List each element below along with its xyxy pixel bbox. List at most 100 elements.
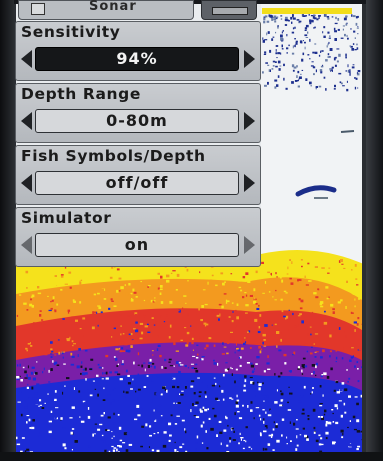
echo-speck: [283, 315, 286, 318]
clutter-speck: [326, 16, 330, 18]
clutter-speck: [268, 69, 270, 72]
arrow-right-icon[interactable]: [244, 112, 255, 130]
echo-speck: [262, 333, 266, 337]
arrow-right-icon[interactable]: [244, 174, 255, 192]
menu-item-fish-symbols-depth[interactable]: Fish Symbols/Depth off/off: [15, 145, 261, 205]
echo-speck: [61, 351, 64, 355]
fish-symbols-depth-value-box[interactable]: off/off: [35, 171, 239, 195]
echo-speck: [207, 425, 211, 428]
clutter-speck: [353, 30, 356, 33]
tab-sonar[interactable]: Sonar: [18, 0, 194, 20]
echo-speck: [205, 344, 209, 348]
echo-speck: [137, 364, 140, 366]
menu-item-sensitivity[interactable]: Sensitivity 94%: [15, 21, 261, 81]
echo-speck: [70, 352, 73, 356]
echo-speck: [118, 347, 121, 350]
clutter-speck: [300, 73, 302, 75]
clutter-speck: [276, 16, 279, 18]
echo-speck: [195, 363, 198, 366]
echo-speck: [107, 429, 110, 431]
echo-speck: [141, 274, 146, 277]
echo-speck: [88, 269, 90, 273]
clutter-speck: [272, 36, 275, 38]
echo-speck: [117, 376, 119, 378]
echo-speck: [50, 301, 52, 303]
echo-speck: [119, 378, 123, 381]
echo-speck: [94, 388, 97, 390]
echo-speck: [151, 350, 154, 352]
echo-speck: [60, 274, 64, 276]
echo-speck: [225, 301, 228, 304]
clutter-speck: [314, 26, 316, 29]
echo-speck: [100, 311, 103, 314]
echo-speck: [144, 325, 148, 328]
echo-speck: [353, 299, 357, 303]
echo-speck: [276, 263, 280, 266]
echo-speck: [69, 286, 72, 289]
echo-speck: [148, 446, 150, 448]
echo-speck: [299, 434, 302, 436]
menu-item-depth-range[interactable]: Depth Range 0-80m: [15, 83, 261, 143]
sensitivity-value-box[interactable]: 94%: [35, 47, 239, 71]
echo-speck: [289, 263, 292, 267]
echo-speck: [249, 376, 253, 379]
clutter-speck: [328, 37, 331, 39]
echo-speck: [200, 424, 203, 428]
echo-speck: [16, 378, 20, 381]
clutter-speck: [274, 79, 278, 82]
echo-speck: [238, 417, 243, 420]
clutter-speck: [267, 81, 269, 85]
arrow-left-icon[interactable]: [21, 174, 32, 192]
echo-speck: [318, 340, 320, 342]
echo-speck: [130, 292, 133, 295]
echo-speck: [226, 400, 230, 403]
echo-speck: [115, 357, 118, 361]
echo-speck: [226, 451, 230, 452]
echo-speck: [234, 351, 236, 354]
echo-speck: [119, 445, 122, 448]
echo-speck: [77, 354, 79, 357]
depth-range-value-box[interactable]: 0-80m: [35, 109, 239, 133]
echo-speck: [212, 373, 214, 377]
echo-speck: [168, 358, 172, 361]
echo-speck: [169, 365, 173, 367]
echo-speck: [120, 286, 124, 290]
echo-speck: [281, 418, 285, 421]
echo-speck: [128, 315, 132, 317]
echo-speck: [191, 367, 195, 369]
echo-speck: [39, 404, 42, 406]
echo-speck: [342, 347, 344, 350]
clutter-speck: [340, 37, 344, 39]
echo-speck: [105, 377, 109, 380]
arrow-left-icon[interactable]: [21, 112, 32, 130]
echo-speck: [163, 321, 166, 323]
echo-speck: [79, 416, 81, 418]
echo-speck: [206, 385, 208, 388]
simulator-value-box[interactable]: on: [35, 233, 239, 257]
echo-speck: [112, 427, 116, 431]
arrow-right-icon[interactable]: [244, 236, 255, 254]
echo-speck: [175, 394, 179, 397]
arrow-right-icon[interactable]: [244, 50, 255, 68]
echo-speck: [159, 427, 163, 430]
clutter-speck: [331, 16, 334, 18]
echo-speck: [48, 281, 52, 284]
echo-speck: [119, 439, 123, 442]
clutter-speck: [354, 37, 356, 39]
echo-speck: [216, 314, 220, 317]
echo-speck: [180, 393, 184, 396]
tab-menu[interactable]: [201, 0, 257, 20]
menu-item-simulator[interactable]: Simulator on: [15, 207, 261, 267]
arrow-left-icon[interactable]: [21, 50, 32, 68]
echo-speck: [62, 356, 64, 359]
echo-speck: [99, 423, 103, 426]
arrow-left-icon[interactable]: [21, 236, 32, 254]
echo-speck: [192, 349, 194, 351]
echo-speck: [319, 403, 323, 405]
echo-speck: [341, 263, 344, 265]
echo-speck: [125, 369, 128, 373]
echo-speck: [279, 404, 283, 407]
echo-speck: [174, 449, 177, 452]
echo-speck: [84, 367, 87, 371]
echo-speck: [71, 401, 74, 404]
